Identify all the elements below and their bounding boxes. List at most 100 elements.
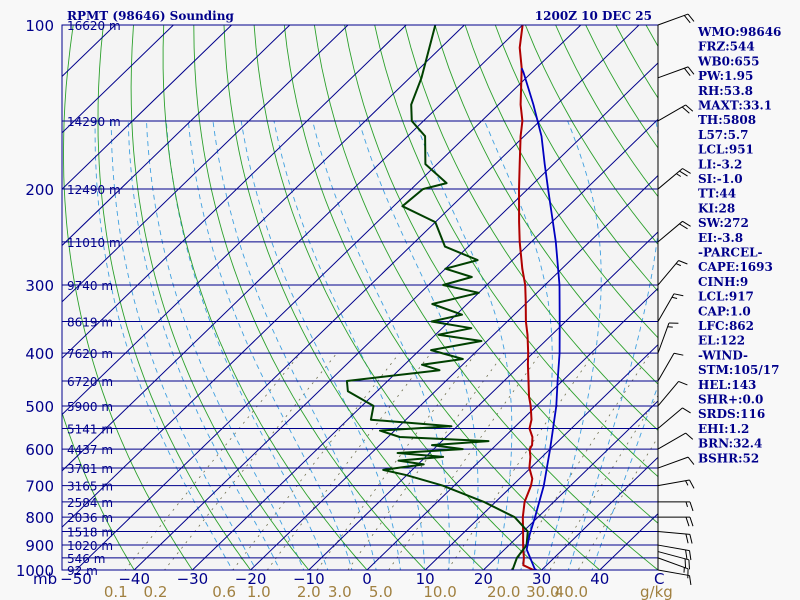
pressure-tick-label: 300 — [25, 277, 54, 295]
mixing-ratio-tick-label: 40.0 — [555, 583, 588, 600]
sounding-index: BRN:32.4 — [698, 437, 762, 451]
temperature-tick-labels: −50 −40 −30 −20 −10 0 10 20 30 40 — [60, 570, 609, 588]
plot-background — [62, 25, 658, 570]
temperature-tick-label: 30 — [532, 570, 551, 588]
temperature-tick-label: 0 — [362, 570, 372, 588]
mixing-ratio-unit-label: g/kg — [640, 583, 673, 600]
wind-barbs — [657, 13, 695, 586]
isotherm--10 — [308, 231, 658, 570]
isotherm-0 — [366, 287, 658, 570]
isotherms — [62, 25, 658, 570]
wind-barb — [657, 551, 690, 570]
pressure-unit-label: mb — [33, 570, 57, 588]
sounding-index: -WIND- — [698, 348, 748, 362]
wind-barb — [657, 569, 692, 586]
temperature-tick-label: 10 — [416, 570, 435, 588]
isotherm--50 — [75, 25, 640, 570]
pressure-tick-label: 500 — [25, 398, 54, 416]
height-label: 3781 m — [67, 462, 113, 476]
height-label: 5900 m — [67, 400, 113, 414]
sounding-index: CAP:1.0 — [698, 304, 751, 318]
wind-barb — [657, 380, 688, 407]
temperature-tick-label: 20 — [474, 570, 493, 588]
chart-title: RPMT (98646) Sounding — [67, 9, 234, 23]
sounding-index: SRDS:116 — [698, 407, 765, 421]
mixing-ratio-lines — [124, 352, 658, 570]
isotherm--110 — [62, 25, 291, 247]
isotherm--120 — [62, 25, 232, 190]
height-label: 2584 m — [67, 496, 113, 510]
sounding-index: -PARCEL- — [698, 246, 763, 260]
mixing-ratio-tick-label: 30.0 — [526, 583, 559, 600]
wind-barb — [657, 407, 691, 429]
sounding-traces — [345, 25, 561, 570]
parcel-trace — [520, 67, 561, 570]
dewpoint-trace — [345, 25, 529, 570]
sounding-index: LFC:862 — [698, 319, 754, 333]
pressure-tick-labels: 100 200 300 400 500 600 700 800 900 1000 — [16, 17, 54, 580]
height-label: 16620 m — [67, 19, 121, 33]
sounding-index: MAXT:33.1 — [698, 99, 772, 113]
isotherm--40 — [133, 62, 658, 570]
sounding-index: WB0:655 — [697, 54, 759, 68]
isotherm--30 — [192, 118, 658, 570]
height-label: 1518 m — [67, 526, 113, 540]
mixing-ratio-tick-label: 20.0 — [487, 583, 520, 600]
pressure-tick-label: 200 — [25, 181, 54, 199]
mixing-ratio-tick-label: 0.1 — [104, 583, 128, 600]
wind-barb — [657, 432, 694, 450]
sounding-index: LCL:951 — [698, 143, 754, 157]
height-label: 11010 m — [67, 236, 121, 250]
sounding-index: CINH:9 — [698, 275, 748, 289]
isotherm--20 — [250, 174, 658, 570]
height-label: 9740 m — [67, 279, 113, 293]
height-label: 546 m — [67, 552, 105, 566]
sounding-index: EL:122 — [698, 334, 745, 348]
wind-barb — [657, 168, 691, 190]
temperature-tick-label: −20 — [235, 570, 267, 588]
sounding-index: BSHR:52 — [698, 451, 759, 465]
mixing-ratio-tick-label: 1.0 — [247, 583, 271, 600]
wind-barb — [657, 260, 688, 286]
height-labels: 16620 m 14290 m 12490 m 11010 m 9740 m 8619 m… — [67, 19, 121, 578]
temperature-tick-label: −10 — [293, 570, 325, 588]
mixing-ratio-tick-label: 2.0 — [297, 583, 321, 600]
height-label: 2036 m — [67, 511, 113, 525]
wind-barb — [658, 501, 694, 512]
sounding-index: SHR+:0.0 — [698, 393, 763, 407]
pressure-tick-label: 700 — [25, 478, 54, 496]
pressure-tick-label: 400 — [25, 345, 54, 363]
pressure-tick-label: 600 — [25, 441, 54, 459]
mixing-ratio-tick-label: 5.0 — [369, 583, 393, 600]
sounding-index: FRZ:544 — [698, 40, 755, 54]
height-label: 7620 m — [67, 347, 113, 361]
sounding-index: EHI:1.2 — [698, 422, 749, 436]
mixing-ratio-tick-label: 3.0 — [328, 583, 352, 600]
isotherm--60 — [62, 25, 582, 528]
wind-barb — [657, 66, 695, 79]
wind-barb — [657, 479, 695, 489]
mixing-ratio-tick-labels: 0.1 0.2 0.6 1.0 2.0 3.0 5.0 10.0 20.0 30.040.0 — [104, 583, 588, 600]
isotherm-20 — [483, 400, 658, 570]
wind-barb — [657, 352, 684, 382]
pressure-tick-label: 900 — [25, 537, 54, 555]
sounding-index: TT:44 — [698, 187, 736, 201]
height-label: 6720 m — [67, 375, 113, 389]
sounding-index: PW:1.95 — [698, 69, 753, 83]
sounding-index: HEL:143 — [698, 378, 756, 392]
mixing-ratio-tick-label: 10.0 — [423, 583, 456, 600]
pressure-tick-label: 800 — [25, 509, 54, 527]
height-label: 3165 m — [67, 480, 113, 494]
isotherm-30 — [541, 456, 658, 570]
sounding-index: EI:-3.8 — [698, 231, 743, 245]
temperature-unit-label: C — [654, 570, 664, 588]
isotherm--130 — [62, 25, 174, 134]
wind-barb — [657, 104, 694, 122]
mixing-ratio-line-5 — [388, 352, 542, 570]
isotherm--90 — [62, 25, 407, 359]
wind-barb — [657, 293, 684, 322]
wind-barb — [657, 456, 695, 469]
wind-barb — [657, 557, 689, 579]
sounding-indices: WMO:98646FRZ:544WB0:655PW:1.95RH:53.8MAX… — [697, 25, 781, 465]
wind-barb — [657, 531, 693, 544]
